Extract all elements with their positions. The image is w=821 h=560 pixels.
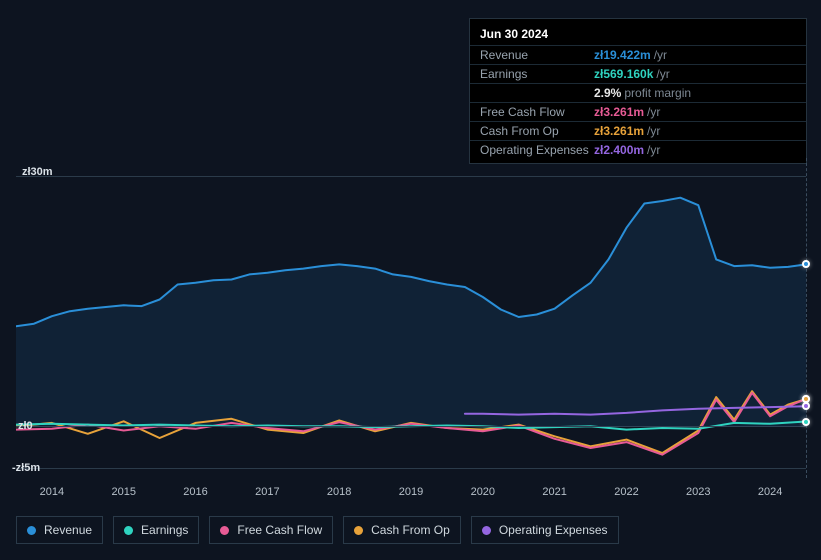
tooltip-value: zł2.400m [594, 143, 644, 157]
legend-item-earnings[interactable]: Earnings [113, 516, 199, 544]
legend-item-revenue[interactable]: Revenue [16, 516, 103, 544]
tooltip-label [480, 86, 594, 100]
financial-chart[interactable]: zł0 -zł5m [16, 158, 806, 478]
tooltip-row: 2.9%profit margin [470, 83, 806, 102]
legend-label: Earnings [141, 523, 188, 537]
tooltip-unit: /yr [654, 48, 667, 62]
legend-swatch [354, 526, 363, 535]
x-tick-label: 2020 [471, 486, 495, 498]
x-tick-label: 2021 [542, 486, 566, 498]
legend-label: Revenue [44, 523, 92, 537]
chart-legend: Revenue Earnings Free Cash Flow Cash From O… [16, 516, 619, 544]
x-tick-label: 2017 [255, 486, 279, 498]
legend-label: Free Cash Flow [237, 523, 322, 537]
x-tick-label: 2022 [614, 486, 638, 498]
tooltip-unit: /yr [647, 143, 660, 157]
x-tick-label: 2024 [758, 486, 782, 498]
x-tick-label: 2014 [40, 486, 64, 498]
legend-item-fcf[interactable]: Free Cash Flow [209, 516, 333, 544]
legend-swatch [27, 526, 36, 535]
tooltip-label: Earnings [480, 67, 594, 81]
legend-swatch [124, 526, 133, 535]
cursor-line [806, 158, 807, 478]
cursor-dot [802, 418, 810, 426]
gridline [16, 176, 806, 177]
zero-gridline [16, 426, 806, 427]
x-tick-label: 2023 [686, 486, 710, 498]
y-tick-label: zł0 [18, 420, 33, 432]
legend-label: Cash From Op [371, 523, 450, 537]
tooltip-unit: /yr [656, 67, 669, 81]
x-tick-label: 2016 [183, 486, 207, 498]
legend-swatch [482, 526, 491, 535]
legend-swatch [220, 526, 229, 535]
tooltip-row: Cash From Opzł3.261m/yr [470, 121, 806, 140]
tooltip-label: Free Cash Flow [480, 105, 594, 119]
tooltip-row: Revenuezł19.422m/yr [470, 45, 806, 64]
x-tick-label: 2018 [327, 486, 351, 498]
legend-item-cfo[interactable]: Cash From Op [343, 516, 461, 544]
x-tick-label: 2019 [399, 486, 423, 498]
tooltip-value: zł19.422m [594, 48, 651, 62]
tooltip-value: zł3.261m [594, 105, 644, 119]
chart-tooltip: Jun 30 2024 Revenuezł19.422m/yrEarningsz… [469, 18, 807, 164]
gridline [16, 468, 806, 469]
plot-area [16, 176, 806, 468]
tooltip-label: Operating Expenses [480, 143, 594, 157]
legend-item-opex[interactable]: Operating Expenses [471, 516, 619, 544]
tooltip-unit: /yr [647, 124, 660, 138]
cursor-dot [802, 260, 810, 268]
tooltip-row: Operating Expenseszł2.400m/yr [470, 140, 806, 159]
tooltip-date: Jun 30 2024 [470, 23, 806, 45]
tooltip-note: profit margin [624, 86, 691, 100]
y-tick-label: -zł5m [12, 462, 40, 474]
legend-label: Operating Expenses [499, 523, 608, 537]
tooltip-value: zł3.261m [594, 124, 644, 138]
x-axis: 2014 2015 2016 2017 2018 2019 2020 2021 2022 2023… [16, 486, 806, 502]
cursor-dot [802, 402, 810, 410]
tooltip-row: Free Cash Flowzł3.261m/yr [470, 102, 806, 121]
tooltip-value: zł569.160k [594, 67, 653, 81]
tooltip-label: Revenue [480, 48, 594, 62]
tooltip-unit: /yr [647, 105, 660, 119]
tooltip-value: 2.9% [594, 86, 621, 100]
x-tick-label: 2015 [111, 486, 135, 498]
tooltip-label: Cash From Op [480, 124, 594, 138]
tooltip-row: Earningszł569.160k/yr [470, 64, 806, 83]
